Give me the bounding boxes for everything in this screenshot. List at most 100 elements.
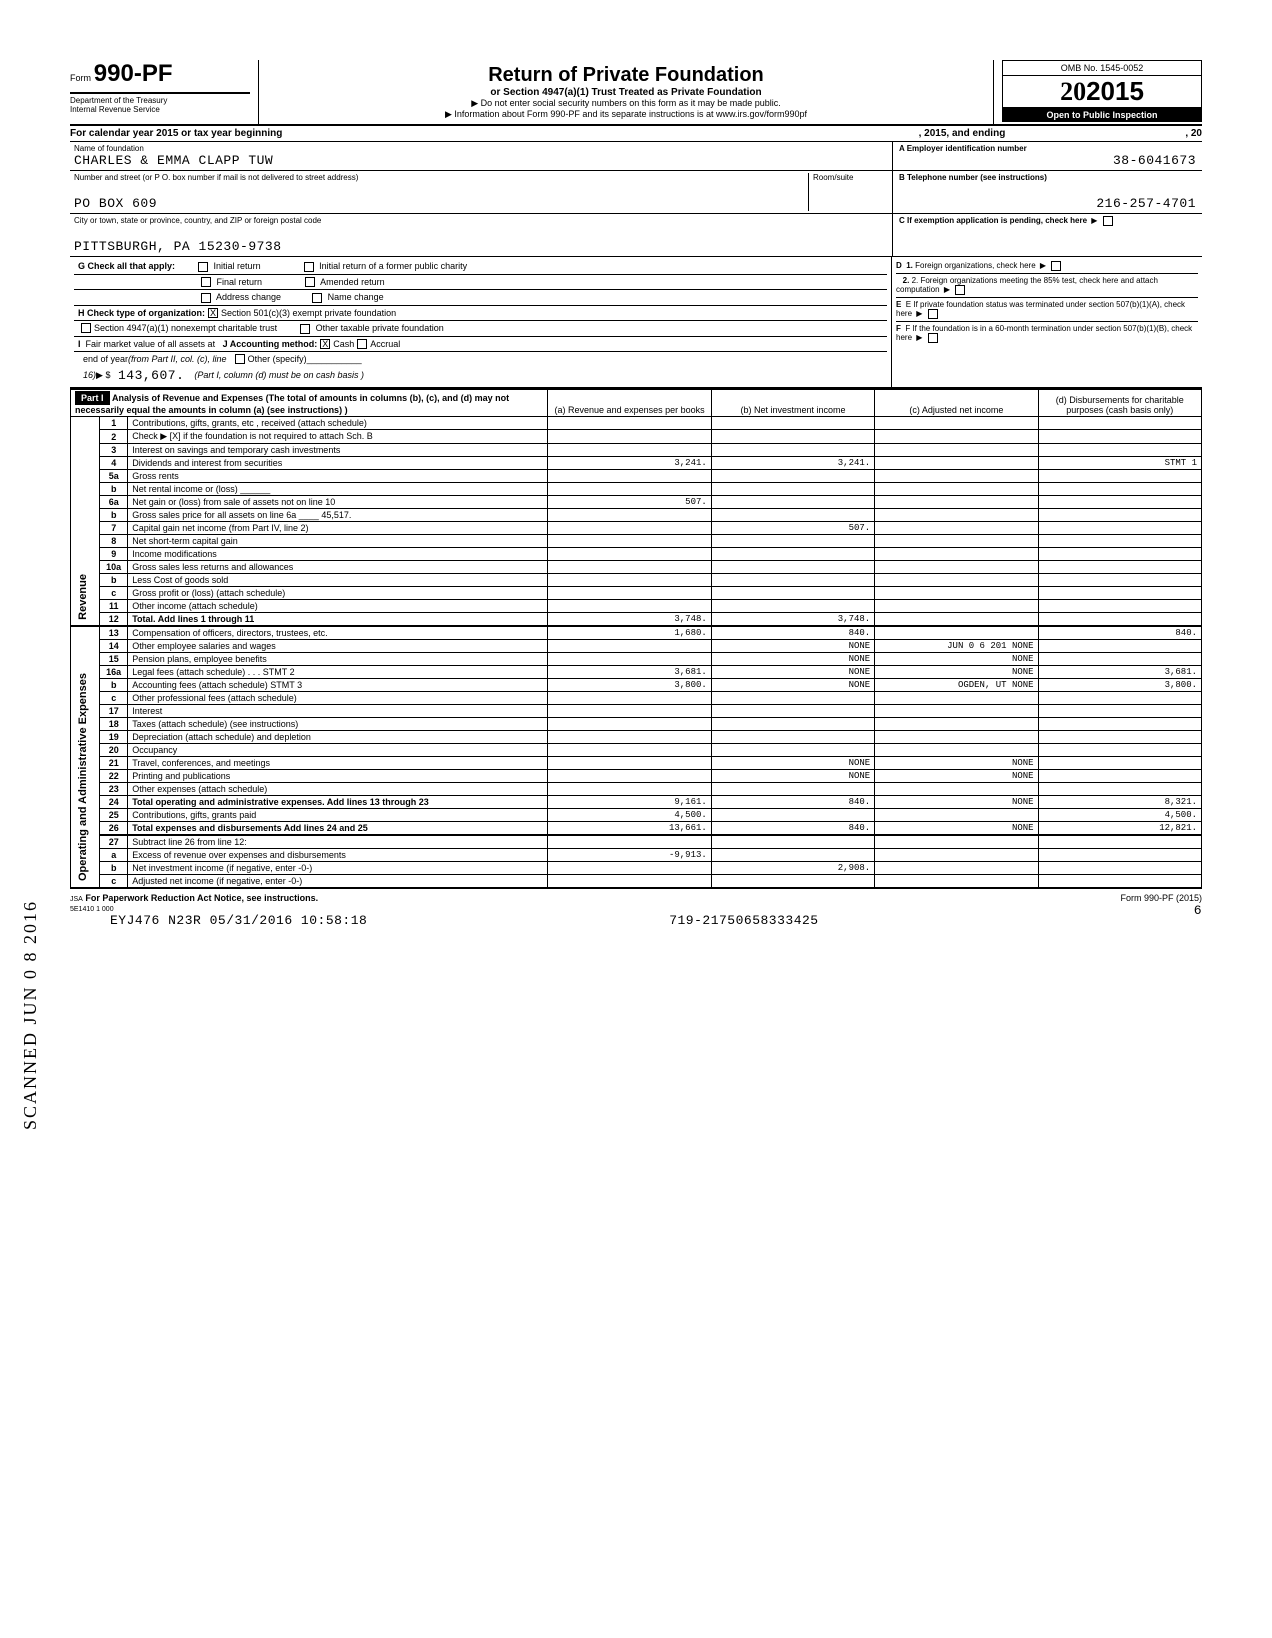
amount-cell-b — [711, 586, 874, 599]
amount-cell-c — [875, 547, 1038, 560]
line-desc: Depreciation (attach schedule) and deple… — [128, 730, 548, 743]
amount-cell-d: 840. — [1038, 626, 1201, 640]
line-desc: Total. Add lines 1 through 11 — [128, 612, 548, 626]
d1-checkbox[interactable] — [1051, 261, 1061, 271]
amount-cell-a: 9,161. — [548, 795, 711, 808]
amount-cell-c — [875, 443, 1038, 456]
amount-cell-d: 3,800. — [1038, 678, 1201, 691]
line-desc: Occupancy — [128, 743, 548, 756]
amount-cell-b — [711, 534, 874, 547]
amount-cell-c — [875, 612, 1038, 626]
f-label: F If the foundation is in a 60-month ter… — [896, 324, 1192, 342]
line-desc: Gross sales price for all assets on line… — [128, 508, 548, 521]
line-number: 7 — [100, 521, 128, 534]
footer: JSA For Paperwork Reduction Act Notice, … — [70, 888, 1202, 928]
amount-cell-a: 507. — [548, 495, 711, 508]
line-desc: Total expenses and disbursements Add lin… — [128, 821, 548, 835]
table-row: 18Taxes (attach schedule) (see instructi… — [71, 717, 1202, 730]
amount-cell-b — [711, 560, 874, 573]
j-cash-checkbox[interactable]: X — [320, 339, 330, 349]
amount-cell-a — [548, 469, 711, 482]
table-row: 7Capital gain net income (from Part IV, … — [71, 521, 1202, 534]
g-opt-name: Name change — [328, 292, 384, 302]
line-number: a — [100, 848, 128, 861]
amount-cell-d — [1038, 717, 1201, 730]
cal-year-c: , 20 — [1185, 128, 1202, 139]
amount-cell-a — [548, 586, 711, 599]
table-row: 16aLegal fees (attach schedule) . . . ST… — [71, 665, 1202, 678]
line-number: 1 — [100, 416, 128, 429]
line-desc: Interest on savings and temporary cash i… — [128, 443, 548, 456]
amount-cell-d — [1038, 835, 1201, 849]
amount-cell-a — [548, 652, 711, 665]
g-amended-checkbox[interactable] — [305, 277, 315, 287]
form-header: Form 990-PF Department of the Treasury I… — [70, 60, 1202, 124]
table-row: 17Interest — [71, 704, 1202, 717]
col-b-header: (b) Net investment income — [711, 389, 874, 417]
amount-cell-b — [711, 874, 874, 887]
amount-cell-b — [711, 508, 874, 521]
table-row: 8Net short-term capital gain — [71, 534, 1202, 547]
amount-cell-c: NONE — [875, 821, 1038, 835]
amount-cell-c — [875, 599, 1038, 612]
e-checkbox[interactable] — [928, 309, 938, 319]
g-initial-checkbox[interactable] — [198, 262, 208, 272]
amount-cell-c — [875, 717, 1038, 730]
section-c: C If exemption application is pending, c… — [899, 216, 1087, 225]
j-other-checkbox[interactable] — [235, 354, 245, 364]
table-row: 10aGross sales less returns and allowanc… — [71, 560, 1202, 573]
amount-cell-c — [875, 560, 1038, 573]
amount-cell-d — [1038, 612, 1201, 626]
h-other-checkbox[interactable] — [300, 324, 310, 334]
line-number: 14 — [100, 639, 128, 652]
amount-cell-a — [548, 573, 711, 586]
table-row: 4Dividends and interest from securities3… — [71, 456, 1202, 469]
irs-label: Internal Revenue Service — [70, 105, 250, 114]
amount-cell-c — [875, 456, 1038, 469]
table-row: cAdjusted net income (if negative, enter… — [71, 874, 1202, 887]
g-final-checkbox[interactable] — [201, 277, 211, 287]
amount-cell-c — [875, 573, 1038, 586]
amount-cell-a — [548, 730, 711, 743]
amount-cell-d — [1038, 639, 1201, 652]
amount-cell-b — [711, 704, 874, 717]
line-number: 22 — [100, 769, 128, 782]
f-checkbox[interactable] — [928, 333, 938, 343]
amount-cell-d — [1038, 652, 1201, 665]
g-name-checkbox[interactable] — [312, 293, 322, 303]
amount-cell-c: NONE — [875, 652, 1038, 665]
amount-cell-b: 840. — [711, 821, 874, 835]
line-desc: Net short-term capital gain — [128, 534, 548, 547]
line-desc: Dividends and interest from securities — [128, 456, 548, 469]
amount-cell-c: NONE — [875, 756, 1038, 769]
amount-cell-c — [875, 730, 1038, 743]
amount-cell-a — [548, 861, 711, 874]
ein-label: A Employer identification number — [899, 144, 1196, 153]
line-desc: Excess of revenue over expenses and disb… — [128, 848, 548, 861]
c-checkbox[interactable] — [1103, 216, 1113, 226]
line-desc: Less Cost of goods sold — [128, 573, 548, 586]
d2-checkbox[interactable] — [955, 285, 965, 295]
page-title: Return of Private Foundation — [269, 64, 983, 87]
scanned-stamp: SCANNED JUN 0 8 2016 — [20, 900, 41, 1130]
phone-value: 216-257-4701 — [899, 196, 1196, 211]
amount-cell-c: JUN 0 6 201 NONE — [875, 639, 1038, 652]
j-accrual-checkbox[interactable] — [357, 339, 367, 349]
g-former-checkbox[interactable] — [304, 262, 314, 272]
tax-year: 2015 — [1086, 76, 1144, 106]
subtitle: or Section 4947(a)(1) Trust Treated as P… — [269, 87, 983, 98]
table-row: 25Contributions, gifts, grants paid4,500… — [71, 808, 1202, 821]
h-4947-checkbox[interactable] — [81, 323, 91, 333]
amount-cell-b — [711, 743, 874, 756]
g-address-checkbox[interactable] — [201, 293, 211, 303]
line-desc: Legal fees (attach schedule) . . . STMT … — [128, 665, 548, 678]
phone-label: B Telephone number (see instructions) — [899, 173, 1196, 182]
line-number: 27 — [100, 835, 128, 849]
amount-cell-c — [875, 521, 1038, 534]
amount-cell-d — [1038, 534, 1201, 547]
j-accrual: Accrual — [370, 339, 400, 349]
amount-cell-d — [1038, 469, 1201, 482]
amount-cell-c: NONE — [875, 665, 1038, 678]
h-501c3-checkbox[interactable]: X — [208, 308, 218, 318]
table-row: 20Occupancy — [71, 743, 1202, 756]
